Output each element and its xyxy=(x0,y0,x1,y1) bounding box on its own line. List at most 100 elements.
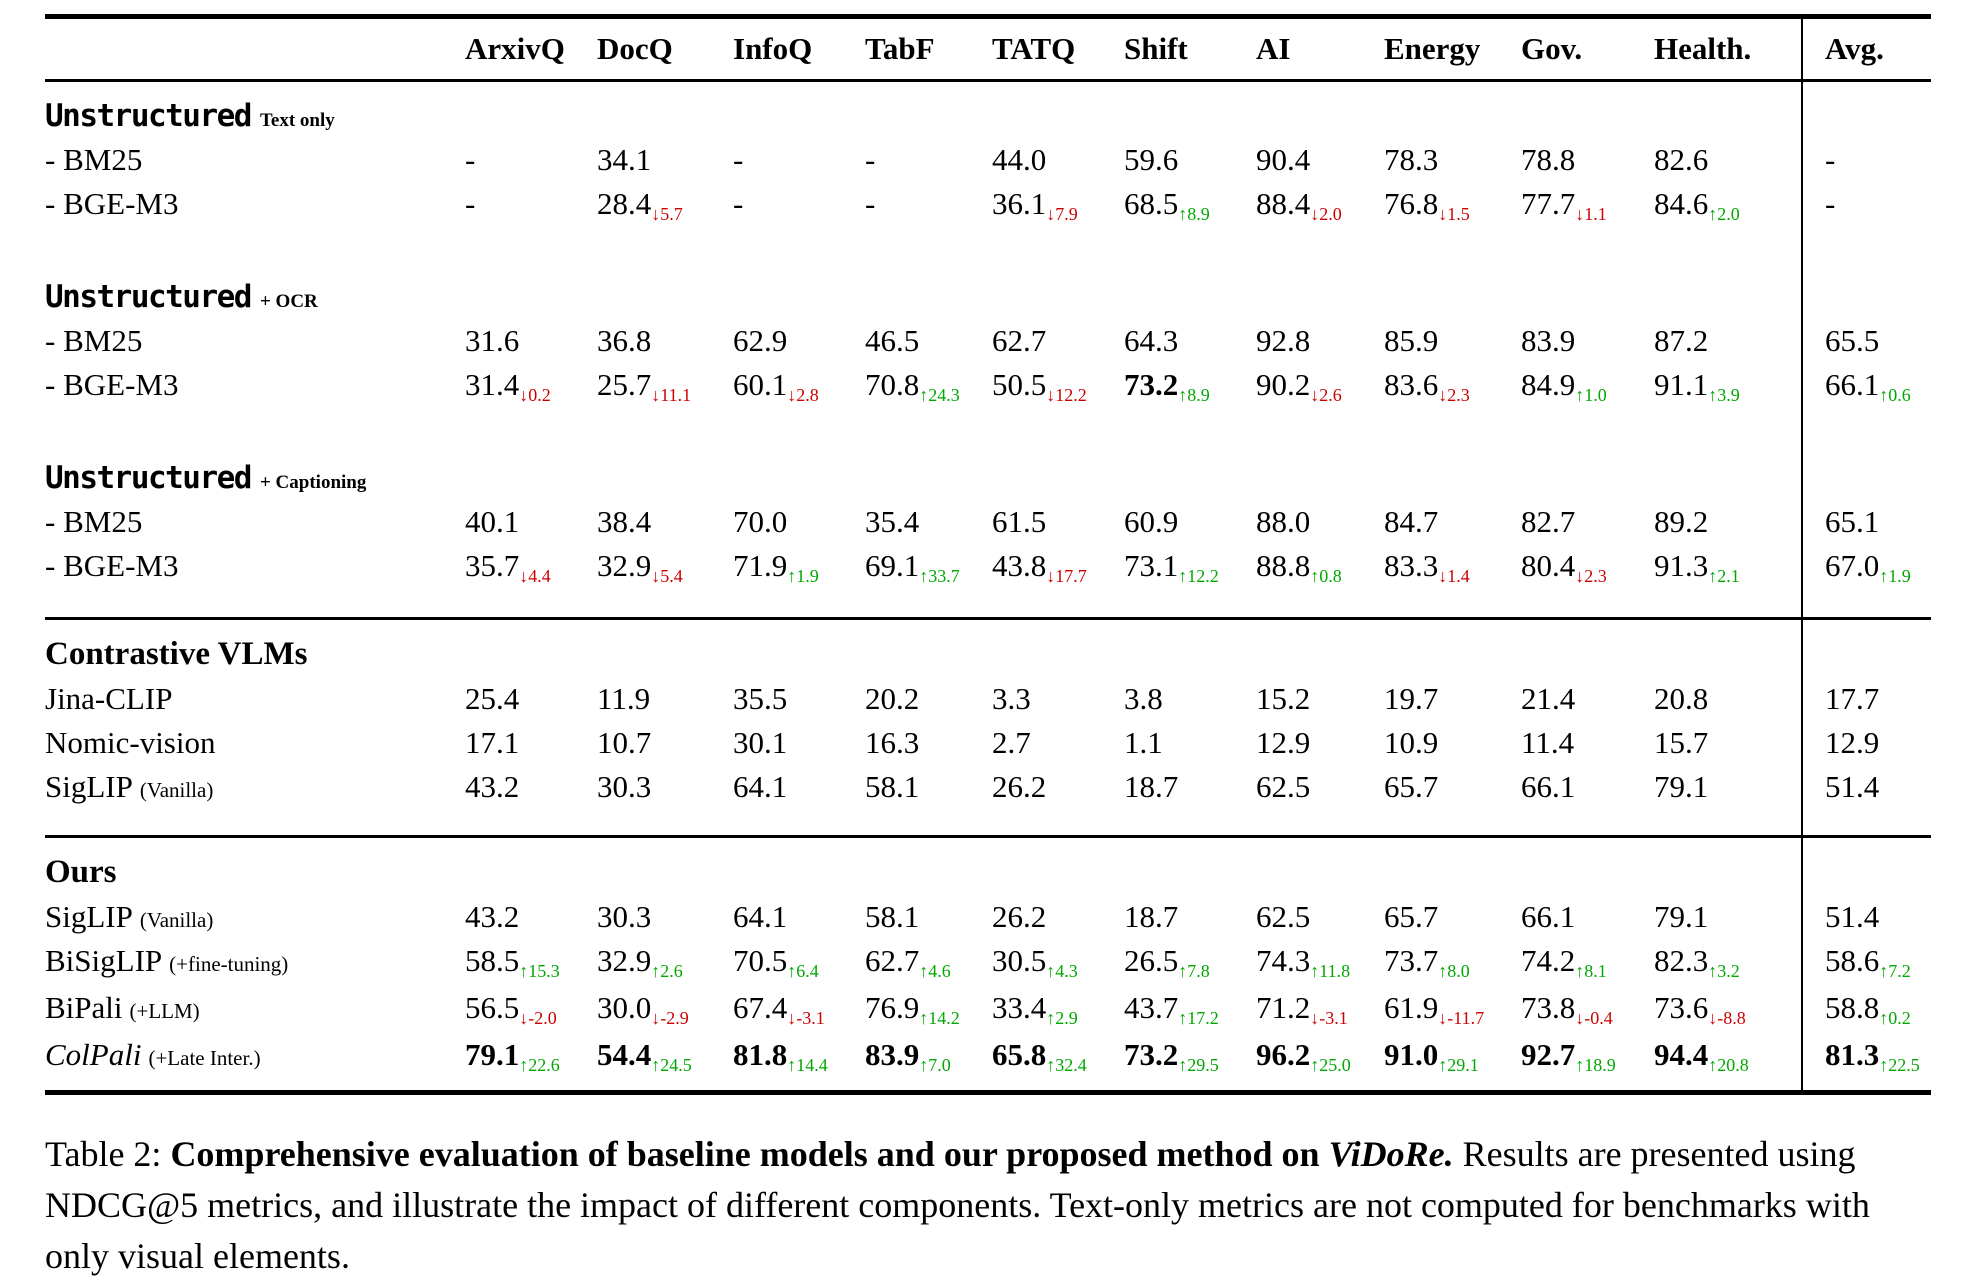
cell-value: 91.3 xyxy=(1654,548,1709,583)
cell-value: 84.9 xyxy=(1521,367,1576,402)
up-arrow-icon: ↑ xyxy=(1438,1055,1448,1075)
table-row-siglip: SigLIP (Vanilla) 43.2 30.3 64.1 58.1 26.2 18.7 6… xyxy=(45,895,1931,939)
score-cell: 25.7↓11.1 xyxy=(597,363,733,410)
score-cell: 79.1 xyxy=(1654,765,1802,837)
avg-spacer-cell xyxy=(1801,410,1931,500)
score-cell: 18.7 xyxy=(1124,895,1256,939)
score-cell: 79.1 xyxy=(1654,895,1802,939)
avg-cell: 66.1↑0.6 xyxy=(1801,363,1931,410)
delta-badge: ↓5.7 xyxy=(651,204,683,224)
score-cell: 67.4↓-3.1 xyxy=(733,986,865,1033)
cell-value: 66.1 xyxy=(1825,367,1880,402)
delta-badge: ↓-8.8 xyxy=(1708,1008,1746,1028)
table-row--bm25: - BM25 40.1 38.4 70.0 35.4 61.5 60.9 88.0 84.7 82… xyxy=(45,500,1931,544)
delta-badge: ↑0.6 xyxy=(1879,385,1911,405)
delta-badge: ↑14.4 xyxy=(787,1055,828,1075)
delta-badge: ↑7.2 xyxy=(1879,961,1911,981)
table-row--bge-m3: - BGE-M3 31.4↓0.2 25.7↓11.1 60.1↓2.8 70.8↑24… xyxy=(45,363,1931,410)
delta-badge: ↓-11.7 xyxy=(1438,1008,1485,1028)
down-arrow-icon: ↓ xyxy=(519,566,529,586)
row-label-cell: Jina-CLIP xyxy=(45,677,465,721)
score-cell: 43.2 xyxy=(465,765,597,837)
row-label-suffix: (+Late Inter.) xyxy=(148,1046,261,1070)
delta-badge: ↑8.1 xyxy=(1575,961,1607,981)
cell-value: - xyxy=(865,186,876,221)
score-cell: 35.5 xyxy=(733,677,865,721)
row-label: - BGE-M3 xyxy=(45,548,179,583)
row-label-cell: ColPali (+Late Inter.) xyxy=(45,1033,465,1093)
row-label: SigLIP xyxy=(45,899,133,934)
score-cell: 83.9 xyxy=(1521,319,1654,363)
cell-value: 51.4 xyxy=(1825,769,1880,804)
delta-badge: ↑3.2 xyxy=(1708,961,1740,981)
score-cell: 62.7↑4.6 xyxy=(865,939,992,986)
delta-badge: ↑24.5 xyxy=(651,1055,692,1075)
cell-value: 73.1 xyxy=(1124,548,1179,583)
score-cell: 36.8 xyxy=(597,319,733,363)
cell-value: 71.2 xyxy=(1256,990,1311,1025)
cell-value: 88.8 xyxy=(1256,548,1311,583)
score-cell: 65.8↑32.4 xyxy=(992,1033,1124,1093)
delta-badge: ↑8.9 xyxy=(1178,204,1210,224)
avg-cell: 17.7 xyxy=(1801,677,1931,721)
cell-value: 88.4 xyxy=(1256,186,1311,221)
score-cell: 66.1 xyxy=(1521,765,1654,837)
score-cell: 2.7 xyxy=(992,721,1124,765)
cell-value: 90.2 xyxy=(1256,367,1311,402)
up-arrow-icon: ↑ xyxy=(1438,961,1448,981)
header-energy: Energy xyxy=(1384,14,1521,82)
cell-value: 58.1 xyxy=(865,769,920,804)
score-cell: 62.9 xyxy=(733,319,865,363)
row-label: - BGE-M3 xyxy=(45,367,179,402)
score-cell: 83.6↓2.3 xyxy=(1384,363,1521,410)
cell-value: 32.9 xyxy=(597,548,652,583)
cell-value: - xyxy=(465,142,476,177)
score-cell: 76.9↑14.2 xyxy=(865,986,992,1033)
score-cell: 64.3 xyxy=(1124,319,1256,363)
up-arrow-icon: ↑ xyxy=(919,1055,929,1075)
cell-value: 43.7 xyxy=(1124,990,1179,1025)
delta-badge: ↑1.0 xyxy=(1575,385,1607,405)
score-cell: 30.3 xyxy=(597,765,733,837)
avg-cell: 65.5 xyxy=(1801,319,1931,363)
score-cell: 36.1↓7.9 xyxy=(992,182,1124,229)
up-arrow-icon: ↑ xyxy=(1879,961,1889,981)
score-cell: 92.7↑18.9 xyxy=(1521,1033,1654,1093)
score-cell: 65.7 xyxy=(1384,895,1521,939)
cell-value: 25.4 xyxy=(465,681,520,716)
cell-value: 20.8 xyxy=(1654,681,1709,716)
row-label-cell: BiPali (+LLM) xyxy=(45,986,465,1033)
score-cell: 58.1 xyxy=(865,765,992,837)
delta-badge: ↑33.7 xyxy=(919,566,960,586)
cell-value: - xyxy=(1825,186,1836,221)
score-cell: - xyxy=(733,182,865,229)
score-cell: 88.8↑0.8 xyxy=(1256,544,1384,619)
results-table: ArxivQ DocQ InfoQ TabF TATQ Shift AI Energy Gov.… xyxy=(45,14,1931,1095)
cell-value: 46.5 xyxy=(865,323,920,358)
cell-value: 77.7 xyxy=(1521,186,1576,221)
score-cell: 50.5↓12.2 xyxy=(992,363,1124,410)
row-label-cell: - BGE-M3 xyxy=(45,544,465,619)
cell-value: 64.1 xyxy=(733,899,788,934)
cell-value: 89.2 xyxy=(1654,504,1709,539)
down-arrow-icon: ↓ xyxy=(787,385,797,405)
table-row--bm25: - BM25 31.6 36.8 62.9 46.5 62.7 64.3 92.8 85.9 83… xyxy=(45,319,1931,363)
caption-prefix: Table 2: xyxy=(45,1134,171,1174)
delta-badge: ↓2.3 xyxy=(1575,566,1607,586)
cell-value: 12.9 xyxy=(1256,725,1311,760)
score-cell: 68.5↑8.9 xyxy=(1124,182,1256,229)
up-arrow-icon: ↑ xyxy=(1046,1008,1056,1028)
up-arrow-icon: ↑ xyxy=(1708,385,1718,405)
up-arrow-icon: ↑ xyxy=(787,961,797,981)
cell-value: 18.7 xyxy=(1124,769,1179,804)
header-tatq: TATQ xyxy=(992,14,1124,82)
score-cell: 91.3↑2.1 xyxy=(1654,544,1802,619)
up-arrow-icon: ↑ xyxy=(651,961,661,981)
cell-value: 26.2 xyxy=(992,899,1047,934)
up-arrow-icon: ↑ xyxy=(1178,1008,1188,1028)
cell-value: 61.9 xyxy=(1384,990,1439,1025)
score-cell: 12.9 xyxy=(1256,721,1384,765)
score-cell: 30.1 xyxy=(733,721,865,765)
row-label: SigLIP xyxy=(45,769,133,804)
row-label: Jina-CLIP xyxy=(45,681,173,716)
